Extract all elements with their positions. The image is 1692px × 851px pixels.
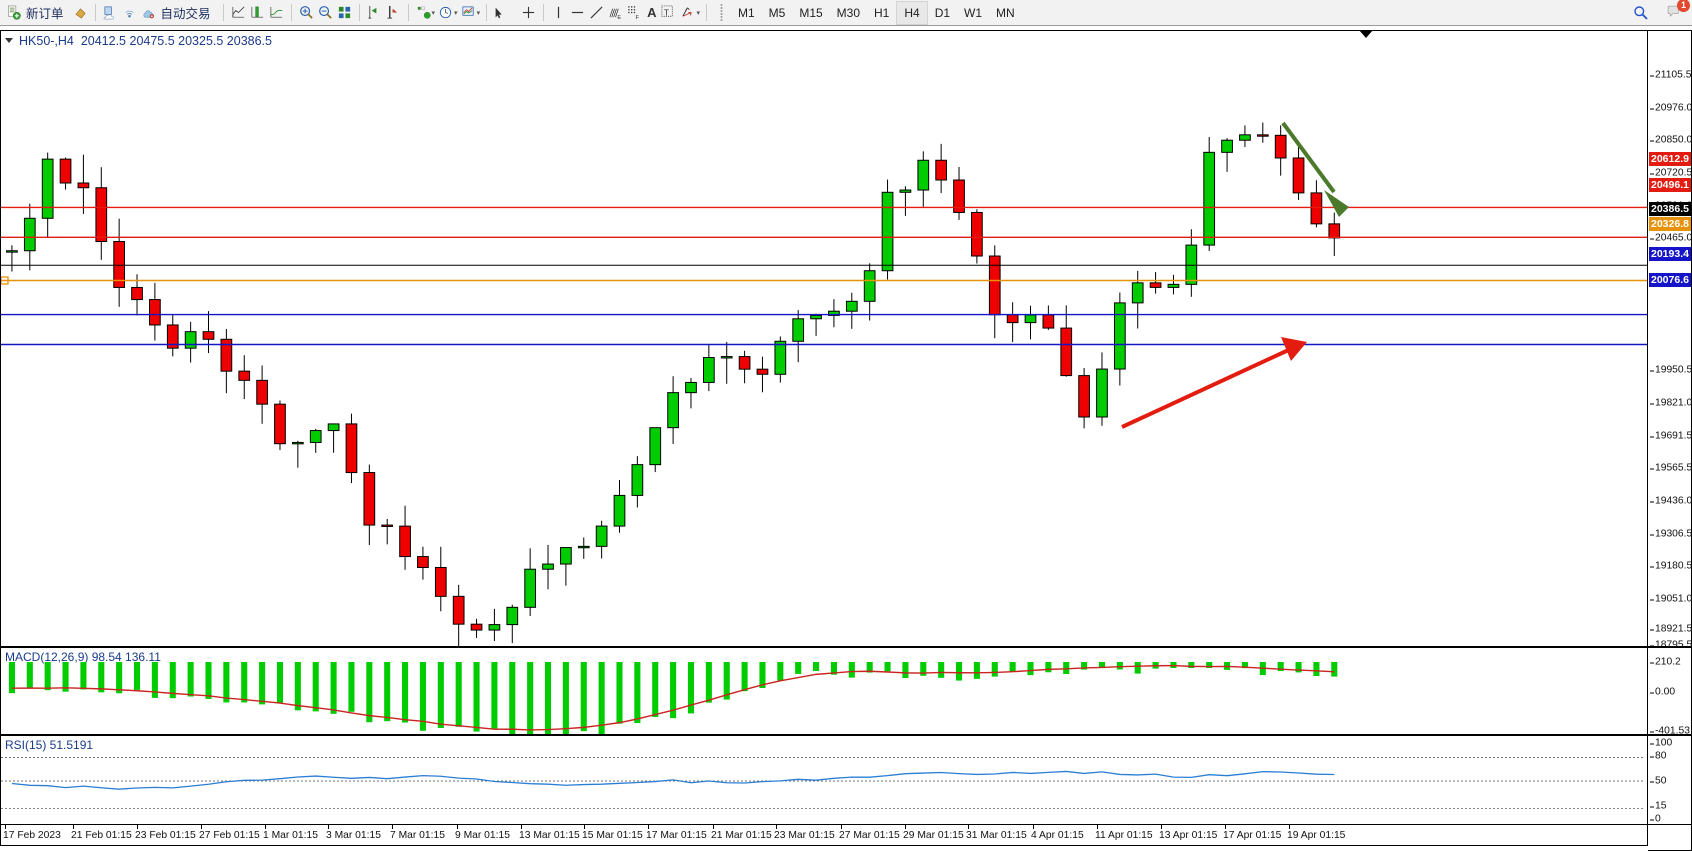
svg-text:E: E (617, 15, 621, 20)
svg-text:T: T (664, 7, 669, 17)
svg-text:F: F (636, 15, 640, 20)
